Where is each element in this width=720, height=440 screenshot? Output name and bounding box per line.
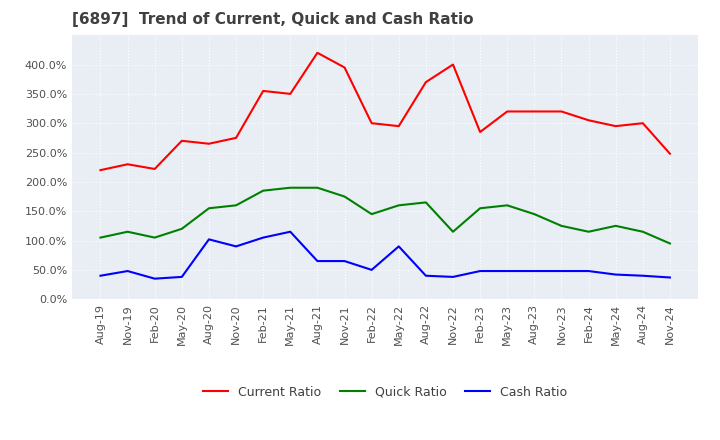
Cash Ratio bbox=[665, 275, 674, 280]
Cash Ratio bbox=[611, 272, 620, 277]
Cash Ratio bbox=[123, 268, 132, 274]
Text: [6897]  Trend of Current, Quick and Cash Ratio: [6897] Trend of Current, Quick and Cash … bbox=[72, 12, 474, 27]
Cash Ratio bbox=[395, 244, 403, 249]
Current Ratio bbox=[123, 161, 132, 167]
Quick Ratio bbox=[313, 185, 322, 191]
Quick Ratio bbox=[367, 212, 376, 217]
Quick Ratio bbox=[584, 229, 593, 235]
Cash Ratio bbox=[204, 237, 213, 242]
Quick Ratio bbox=[476, 205, 485, 211]
Quick Ratio bbox=[204, 205, 213, 211]
Quick Ratio bbox=[421, 200, 430, 205]
Line: Quick Ratio: Quick Ratio bbox=[101, 188, 670, 243]
Cash Ratio bbox=[639, 273, 647, 279]
Current Ratio bbox=[259, 88, 268, 94]
Quick Ratio bbox=[395, 203, 403, 208]
Cash Ratio bbox=[557, 268, 566, 274]
Quick Ratio bbox=[611, 223, 620, 228]
Quick Ratio bbox=[530, 212, 539, 217]
Quick Ratio bbox=[341, 194, 349, 199]
Current Ratio bbox=[232, 135, 240, 140]
Cash Ratio bbox=[449, 274, 457, 279]
Current Ratio bbox=[286, 91, 294, 96]
Current Ratio bbox=[96, 168, 105, 173]
Current Ratio bbox=[395, 124, 403, 129]
Quick Ratio bbox=[557, 223, 566, 228]
Current Ratio bbox=[530, 109, 539, 114]
Quick Ratio bbox=[503, 203, 511, 208]
Quick Ratio bbox=[178, 226, 186, 231]
Line: Cash Ratio: Cash Ratio bbox=[101, 232, 670, 279]
Current Ratio bbox=[665, 151, 674, 156]
Current Ratio bbox=[313, 50, 322, 55]
Quick Ratio bbox=[232, 203, 240, 208]
Quick Ratio bbox=[639, 229, 647, 235]
Quick Ratio bbox=[286, 185, 294, 191]
Current Ratio bbox=[639, 121, 647, 126]
Cash Ratio bbox=[178, 274, 186, 279]
Current Ratio bbox=[421, 80, 430, 85]
Current Ratio bbox=[204, 141, 213, 147]
Current Ratio bbox=[476, 129, 485, 135]
Current Ratio bbox=[557, 109, 566, 114]
Current Ratio bbox=[150, 166, 159, 172]
Quick Ratio bbox=[123, 229, 132, 235]
Current Ratio bbox=[584, 117, 593, 123]
Cash Ratio bbox=[286, 229, 294, 235]
Quick Ratio bbox=[150, 235, 159, 240]
Line: Current Ratio: Current Ratio bbox=[101, 53, 670, 170]
Current Ratio bbox=[367, 121, 376, 126]
Quick Ratio bbox=[449, 229, 457, 235]
Cash Ratio bbox=[530, 268, 539, 274]
Cash Ratio bbox=[150, 276, 159, 281]
Cash Ratio bbox=[96, 273, 105, 279]
Current Ratio bbox=[503, 109, 511, 114]
Current Ratio bbox=[178, 138, 186, 143]
Cash Ratio bbox=[476, 268, 485, 274]
Cash Ratio bbox=[313, 258, 322, 264]
Quick Ratio bbox=[96, 235, 105, 240]
Cash Ratio bbox=[259, 235, 268, 240]
Current Ratio bbox=[449, 62, 457, 67]
Current Ratio bbox=[611, 124, 620, 129]
Quick Ratio bbox=[665, 241, 674, 246]
Cash Ratio bbox=[584, 268, 593, 274]
Cash Ratio bbox=[341, 258, 349, 264]
Cash Ratio bbox=[421, 273, 430, 279]
Current Ratio bbox=[341, 65, 349, 70]
Quick Ratio bbox=[259, 188, 268, 193]
Cash Ratio bbox=[367, 267, 376, 272]
Legend: Current Ratio, Quick Ratio, Cash Ratio: Current Ratio, Quick Ratio, Cash Ratio bbox=[198, 381, 572, 404]
Cash Ratio bbox=[503, 268, 511, 274]
Cash Ratio bbox=[232, 244, 240, 249]
